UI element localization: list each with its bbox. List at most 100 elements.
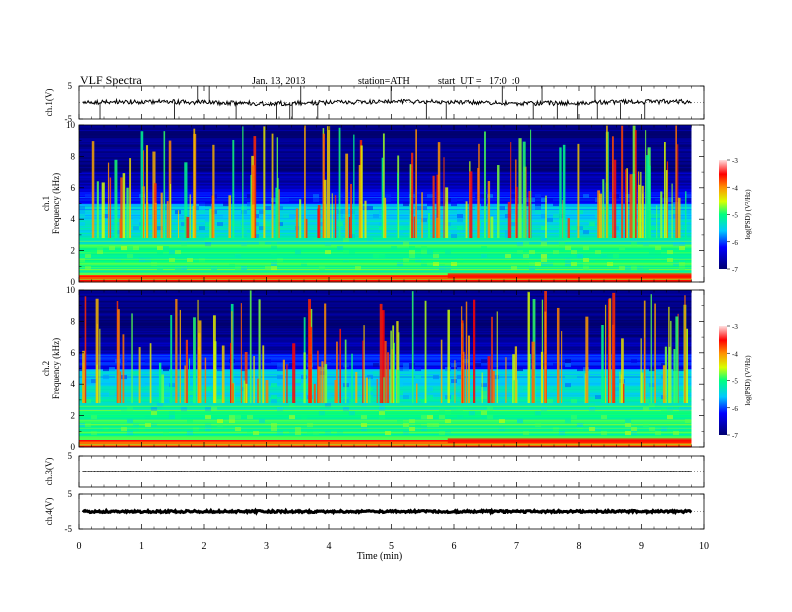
ch2-spectrogram-panel-speckle — [277, 415, 283, 420]
ch1-spectrogram-panel-speckle — [583, 246, 589, 251]
ch1-spectrogram-panel-burst — [624, 169, 627, 239]
ch2-spectrogram-panel-speckle — [649, 367, 655, 372]
ch1-spectrogram-panel-band — [79, 261, 692, 264]
ch1-spectrogram-panel-burst — [637, 209, 642, 239]
ch2-spectrogram-panel-speckle — [601, 415, 607, 420]
time-axis-tick-label: 10 — [699, 541, 709, 552]
time-axis-tick-label: 9 — [639, 541, 644, 552]
ch2-spectrogram-panel-band — [79, 326, 692, 328]
ch1-spectrogram-panel-speckle — [361, 238, 367, 243]
ch1-spectrogram-panel-speckle — [511, 222, 517, 227]
ch2-spectrogram-panel-speckle — [271, 423, 277, 428]
ch1-spectrogram-panel-burst — [597, 190, 601, 239]
ch2-spectrogram-panel-speckle — [103, 375, 109, 380]
ch1-spectrogram-panel-speckle — [559, 214, 565, 219]
ch1-spectrogram-panel-speckle — [319, 222, 325, 227]
ch2-spectrogram-panel-speckle — [145, 415, 151, 420]
ch2-spectrogram-panel-band — [79, 419, 692, 422]
ch2-spectrogram-panel-burst — [398, 332, 400, 404]
ch2-spectrogram-panel-speckle — [235, 427, 241, 432]
ch2-spectrogram-panel-speckle — [379, 415, 385, 420]
ch2-spectrogram-panel-burst — [221, 345, 225, 404]
ch2-spectrogram-panel-speckle — [373, 371, 379, 376]
ch1-spectrogram-panel-speckle — [361, 198, 367, 203]
ch1-spectrogram-panel-band — [79, 152, 692, 155]
ch2-spectrogram-panel-burst — [644, 338, 646, 404]
ch2-spectrogram-panel-burst — [334, 379, 338, 404]
ch2-spectrogram-panel-burst — [640, 372, 644, 404]
ch1-spectrogram-panel-speckle — [277, 258, 283, 263]
ch2-spectrogram-panel-speckle — [157, 403, 163, 408]
ch1-spectrogram-panel-band — [79, 171, 692, 174]
ch1-spectrogram-panel-speckle — [457, 214, 463, 219]
ch1-spectrogram-panel-band — [79, 162, 692, 164]
time-axis-tick-label: 2 — [202, 541, 207, 552]
ch1-spectrogram-panel-speckle — [523, 242, 529, 247]
ch1-spectrogram-panel-burst — [358, 165, 361, 239]
ch1-spectrogram-panel-band — [79, 140, 692, 143]
ch2-spectrogram-panel-speckle — [451, 383, 457, 388]
ch1-spectrogram-panel-burst — [646, 155, 650, 239]
ch1-spectrogram-panel-burst — [510, 142, 512, 239]
ch2-spectrogram-panel-burst — [249, 290, 252, 404]
ch1-spectrogram-panel-burst — [120, 177, 123, 239]
ch1-spectrogram-panel-speckle — [541, 242, 547, 247]
ch1-spectrogram-panel-burst — [436, 217, 439, 239]
ch1-spectrogram-panel-burst — [317, 208, 320, 239]
ch2-spectrogram-panel-speckle — [259, 395, 265, 400]
ch1-spectrogram-panel-band — [79, 245, 692, 247]
ch1-spectrogram-panel-band — [79, 248, 692, 251]
ch1-spectrogram-panel-burst — [152, 151, 156, 239]
ch1-spectrogram-panel-band — [79, 131, 692, 133]
ch1-spectrogram-panel-speckle — [307, 198, 313, 203]
ch1-spectrogram-panel-speckle — [181, 238, 187, 243]
ch2-spectrogram-panel-speckle — [643, 407, 649, 412]
ch1-spectrogram-panel-band — [79, 189, 692, 192]
ch2-spectrogram-panel-speckle — [187, 391, 193, 396]
ch2-spectrogram-panel-speckle — [439, 407, 445, 412]
ch2-spectrogram-panel-ytick-label: 10 — [66, 285, 76, 295]
ch2-spectrogram-panel-burst — [623, 383, 625, 404]
ch1-spectrogram-panel-speckle — [679, 246, 685, 251]
ch1-spectrogram-panel-speckle — [667, 198, 673, 203]
ch1-spectrogram-panel-burst — [634, 130, 637, 239]
ch1-spectrogram-panel-band — [79, 144, 692, 146]
ch1-spectrogram-panel-speckle — [271, 198, 277, 203]
ch2-spectrogram-panel-burst — [231, 383, 234, 404]
ch1-spectrogram-panel-band — [79, 139, 692, 141]
ch1-spectrogram-panel-band — [79, 138, 692, 140]
ch2-spectrogram-panel-band — [79, 296, 692, 298]
time-axis-tick-label: 3 — [264, 541, 269, 552]
ch2-spectrogram-panel-band — [447, 438, 692, 444]
ch1-spectrogram-panel-burst — [621, 125, 624, 239]
ch1-spectrogram-panel-speckle — [307, 238, 313, 243]
ch1-spectrogram-panel-speckle — [241, 242, 247, 247]
ch1-spectrogram-panel-band — [79, 151, 692, 153]
ch2-spectrogram-panel-speckle — [397, 395, 403, 400]
ch2-spectrogram-panel-speckle — [139, 383, 145, 388]
ch1-spectrogram-panel-speckle — [247, 194, 253, 199]
ch2-spectrogram-panel-speckle — [565, 375, 571, 380]
ch2-spectrogram-panel-speckle — [175, 415, 181, 420]
ch1-spectrogram-panel-speckle — [541, 234, 547, 239]
ch2-spectrogram-panel-speckle — [499, 399, 505, 404]
ch1-spectrogram-panel-burst — [275, 187, 279, 239]
ch1-spectrogram-panel-ytick-label: 4 — [71, 214, 76, 224]
ch2-spectrogram-panel-band — [79, 330, 692, 333]
ch1-spectrogram-panel-band — [79, 168, 692, 170]
ch2-spectrogram-panel-band — [79, 428, 692, 430]
ch1-spectrogram-panel-speckle — [481, 194, 487, 199]
ch2-spectrogram-panel-burst — [230, 342, 232, 404]
ch2-spectrogram-panel-burst — [513, 380, 516, 404]
ch1-spectrogram-panel-burst — [675, 125, 678, 239]
time-axis-tick-label: 8 — [577, 541, 582, 552]
ch1-spectrogram-panel-speckle — [529, 206, 535, 211]
ch1-spectrogram-panel-band — [79, 241, 692, 243]
ch1-spectrogram-panel-speckle — [247, 238, 253, 243]
ch2-spectrogram-panel-speckle — [205, 427, 211, 432]
ch1-spectrogram-panel-band — [79, 255, 692, 258]
ch1-spectrogram-panel-burst — [637, 171, 640, 239]
ch1-spectrogram-panel-band — [79, 237, 692, 240]
ch2-spectrogram-panel-speckle — [451, 379, 457, 384]
ch1-spectrogram-panel-speckle — [619, 246, 625, 251]
